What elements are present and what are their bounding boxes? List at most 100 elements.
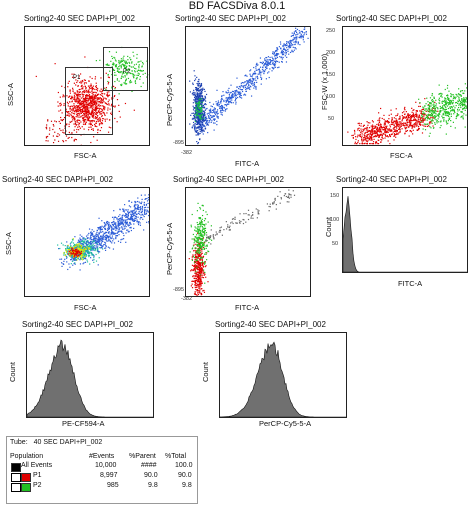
event-dot — [78, 119, 80, 122]
gate-p1[interactable] — [65, 67, 113, 135]
event-dot — [47, 120, 49, 122]
event-dot — [380, 124, 382, 126]
event-dot — [429, 121, 431, 123]
event-dot — [97, 104, 99, 107]
event-dot — [210, 108, 212, 110]
event-dot — [199, 108, 202, 110]
event-dot — [115, 226, 117, 228]
event-dot — [431, 98, 434, 101]
event-dot — [461, 111, 463, 114]
event-dot — [425, 103, 427, 105]
event-dot — [368, 139, 370, 141]
event-dot — [139, 224, 142, 226]
event-dot — [112, 68, 115, 70]
event-dot — [66, 247, 68, 249]
event-dot — [93, 113, 95, 115]
plot-fitc-percp[interactable]: Sorting2-40 SEC DAPI+PI_002 FITC-A PerCP… — [163, 14, 313, 168]
event-dot — [94, 104, 96, 106]
event-dot — [69, 96, 71, 98]
event-dot — [117, 224, 119, 226]
event-dot — [197, 102, 200, 104]
event-dot — [81, 108, 83, 111]
event-dot — [463, 107, 465, 110]
event-dot — [124, 74, 126, 77]
event-dot — [428, 125, 430, 127]
event-dot — [93, 255, 95, 257]
event-dot — [115, 228, 117, 230]
event-dot — [203, 130, 205, 132]
event-dot — [354, 133, 356, 135]
event-dot — [90, 231, 92, 233]
event-dot — [379, 128, 381, 130]
event-dot — [70, 105, 72, 107]
event-dot — [413, 123, 415, 125]
event-dot — [106, 231, 108, 234]
plot-area[interactable]: P1 P2 — [24, 26, 150, 146]
event-dot — [96, 116, 98, 119]
event-dot — [384, 137, 386, 139]
event-dot — [70, 256, 72, 258]
event-dot — [278, 66, 280, 68]
event-dot — [101, 236, 103, 238]
event-dot — [113, 226, 115, 228]
event-dot — [358, 130, 361, 132]
event-dot — [421, 113, 423, 115]
event-dot — [108, 81, 110, 84]
event-dot — [293, 49, 295, 51]
event-dot — [144, 213, 146, 215]
event-dot — [202, 130, 204, 132]
event-dot — [230, 84, 232, 86]
event-dot — [196, 105, 199, 107]
event-dot — [76, 90, 78, 92]
event-dot — [364, 138, 367, 140]
plot-fsc-ssc-density[interactable]: Sorting2-40 SEC DAPI+PI_002 FSC-A SSC-A — [2, 175, 152, 320]
event-dot — [127, 218, 129, 220]
event-dot — [405, 117, 407, 119]
event-dot — [205, 100, 207, 102]
event-dot — [195, 129, 197, 132]
plot-area[interactable] — [185, 26, 311, 146]
event-dot — [440, 92, 442, 95]
event-dot — [118, 219, 120, 221]
plot-area[interactable] — [342, 26, 468, 146]
event-dot — [94, 108, 96, 110]
event-dot — [100, 99, 102, 101]
event-dot — [239, 93, 241, 96]
plot-fsc-ssc-gated[interactable]: Sorting2-40 SEC DAPI+PI_002 P1 P2 FSC-A … — [2, 14, 152, 160]
gate-p2[interactable] — [103, 47, 148, 91]
event-dot — [77, 258, 80, 260]
event-dot — [107, 80, 109, 83]
event-dot — [232, 102, 234, 104]
event-dot — [452, 97, 454, 99]
event-dot — [419, 121, 421, 124]
event-dot — [88, 237, 90, 239]
event-dot — [81, 257, 84, 259]
event-dot — [193, 99, 195, 101]
event-dot — [391, 133, 394, 135]
event-dot — [393, 130, 396, 133]
event-dot — [84, 103, 86, 105]
event-dot — [201, 119, 203, 122]
event-dot — [366, 137, 368, 139]
event-dot — [127, 215, 129, 217]
event-dot — [218, 105, 220, 107]
event-dot — [265, 66, 267, 68]
event-dot — [414, 122, 416, 125]
event-dot — [70, 248, 73, 250]
event-dot — [72, 89, 74, 91]
plot-area[interactable] — [24, 187, 150, 297]
event-dot — [62, 263, 64, 265]
scatter-svg — [35, 46, 149, 145]
plot-fsc-fscw[interactable]: Sorting2-40 SEC DAPI+PI_002 FSC-A FSC-W … — [318, 14, 470, 160]
event-dot — [450, 95, 452, 97]
event-dot — [379, 120, 381, 122]
event-dot — [454, 98, 456, 100]
event-dot — [95, 245, 97, 247]
event-dot — [292, 46, 294, 48]
event-dot — [94, 98, 96, 100]
event-dot — [79, 100, 81, 102]
event-dot — [401, 120, 403, 122]
event-dot — [72, 117, 74, 119]
event-dot — [399, 123, 401, 125]
event-dot — [203, 120, 205, 123]
